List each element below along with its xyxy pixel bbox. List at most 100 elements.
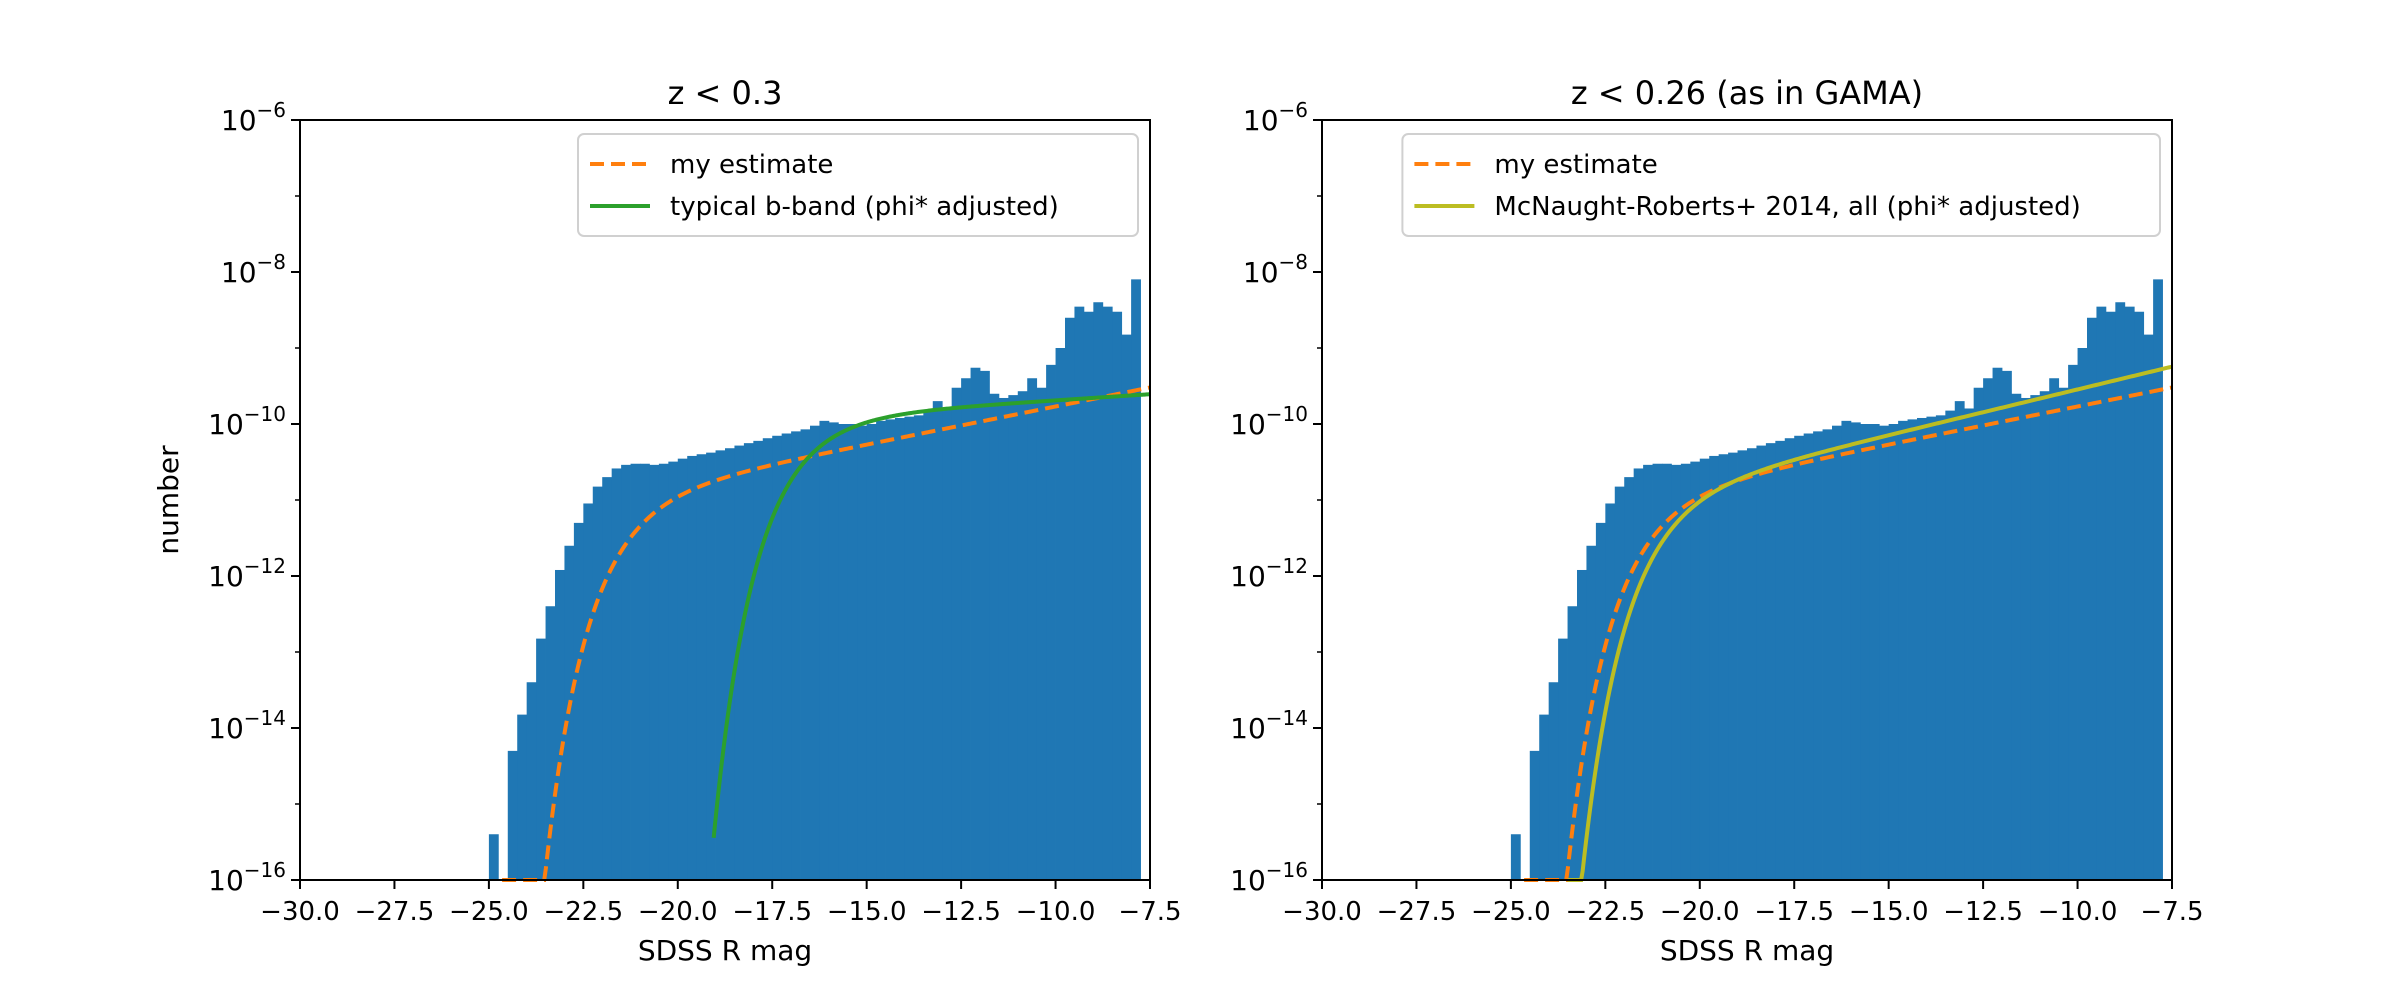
histogram-bar [706,452,716,880]
fit-curves [502,385,1151,882]
histogram-bar [1747,448,1757,880]
histogram-bar [838,424,849,880]
histogram-bar [762,438,773,880]
legend: my estimate McNaught-Roberts+ 2014, all (… [1401,133,2161,237]
histogram-bar [1614,486,1625,880]
histogram-bar [885,419,896,880]
histogram-bar [1954,401,1965,880]
legend-box [577,133,1139,237]
x-tick-label: −10.0 [2038,897,2118,927]
histogram-bar [715,450,726,880]
histogram-bar [989,393,1000,880]
histogram-bar [1112,311,1123,880]
histogram-bar [753,440,764,880]
x-axis-label: SDSS R mag [1660,934,1834,967]
histogram-bar [1888,424,1899,880]
histogram-bar [2011,393,2022,880]
fit-curves [1524,364,2173,882]
histogram-bar [1983,378,1993,880]
y-tick-label: 10−6 [221,98,286,137]
histogram-bar [1869,424,1880,880]
legend-label: McNaught-Roberts+ 2014, all (phi* adjust… [1494,192,2080,222]
histogram-bar [2002,370,2012,880]
histogram-bar [611,468,622,880]
series-line-1 [1567,364,2173,882]
x-tick-label: −25.0 [1471,897,1551,927]
histogram-bar [1102,306,1113,880]
histogram-bar [1832,425,1842,880]
histogram-bar [1775,440,1786,880]
histogram-bar [819,420,830,880]
histogram-bar [2115,302,2126,881]
histogram-bar [1577,569,1587,880]
histogram-bar [1027,378,1038,880]
histogram-bar [1595,522,1606,880]
histogram-bar [1860,424,1871,880]
histogram-bar [1803,433,1814,880]
y-tick-label: 10−10 [1230,402,1308,441]
series-line-0 [1524,385,2173,882]
histogram-bar [1539,714,1550,880]
histogram-bar [1046,364,1056,881]
histogram-bar [772,435,783,880]
y-tick-label: 10−12 [208,554,286,593]
histogram-bar [1510,834,1521,880]
histogram-bar [2058,387,2069,880]
histogram-bar [998,397,1009,880]
histogram-bar [1652,463,1663,880]
histogram-bar [895,417,905,880]
histogram-bar [1992,367,2003,880]
histogram-bar [488,834,499,880]
y-tick-label: 10−14 [208,706,286,745]
histogram-bar [932,401,943,880]
histogram-bar [1008,395,1019,880]
x-tick-label: −22.5 [1565,897,1645,927]
histogram-bar [1074,306,1085,880]
legend-label: typical b-band (phi* adjusted) [670,192,1059,222]
histogram-bars [488,279,1141,881]
histogram-bar [2049,378,2060,880]
histogram-bar [1822,429,1833,880]
series-line-1 [711,392,1151,839]
histogram-bar [536,638,546,880]
x-tick-label: −17.5 [732,897,812,927]
histogram-bars [1510,279,2163,881]
histogram-bar [1567,606,1578,880]
histogram-bar [1662,463,1672,880]
histogram-bar [923,410,934,880]
histogram-bar [1131,279,1141,880]
histogram-bar [734,445,745,880]
histogram-bar [847,424,858,880]
y-axis-ticks: 10−16 10−14 10−12 10−10 10−8 10−6 [1230,98,1322,897]
histogram-bar [2143,334,2154,880]
histogram-bar [1548,682,1559,880]
x-axis-label: SDSS R mag [638,934,812,967]
histogram-bar [1756,445,1767,880]
x-tick-label: −15.0 [827,897,907,927]
histogram-bar [1699,458,1710,880]
histogram-bar [1529,750,1540,880]
x-tick-label: −7.5 [2140,897,2203,927]
histogram-bar [1633,468,1644,880]
y-tick-label: 10−10 [208,402,286,441]
right-panel: −30.0 −27.5 −25.0 −22.5 −20.0 −17.5 −15.0 −12.5… [1230,74,2203,967]
x-tick-label: −10.0 [1016,897,1096,927]
histogram-bar [2077,348,2088,880]
panel-title: z < 0.3 [668,74,783,112]
histogram-bar [573,522,584,880]
histogram-bar [2020,397,2031,880]
histogram-bar [725,448,735,880]
x-tick-label: −20.0 [638,897,718,927]
histogram-bar [507,750,518,880]
histogram-bar [1065,317,1075,880]
histogram-bar [904,416,915,880]
x-axis-ticks: −30.0 −27.5 −25.0 −22.5 −20.0 −17.5 −15.0 −12.5… [1282,880,2204,927]
x-tick-label: −20.0 [1660,897,1740,927]
histogram-bar [2153,279,2163,880]
histogram-bar [630,463,641,880]
histogram-bar [857,425,868,880]
histogram-bar [696,454,707,880]
histogram-bar [1055,348,1066,880]
histogram-bar [866,424,877,880]
